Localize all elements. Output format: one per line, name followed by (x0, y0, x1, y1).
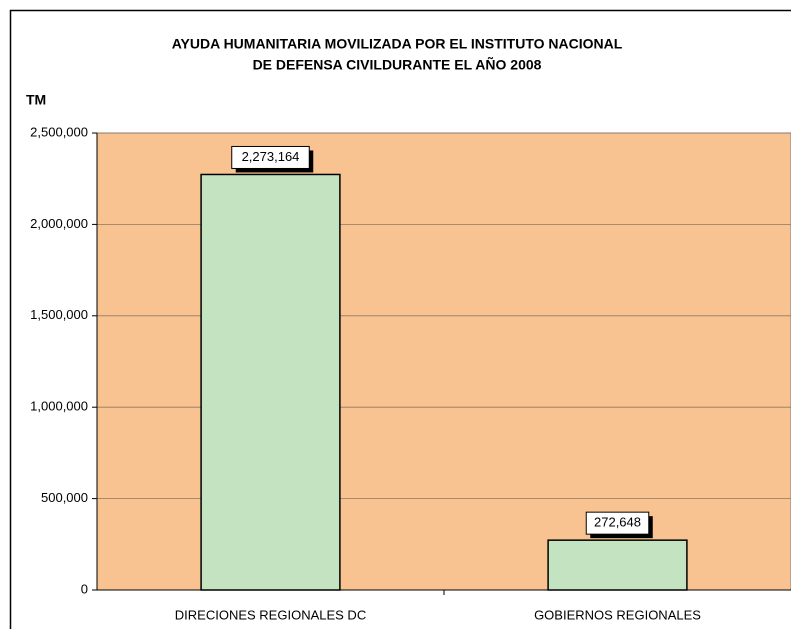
bar (547, 539, 688, 591)
x-tick-label: GOBIERNOS REGIONALES (534, 607, 701, 622)
x-tick-label: DIRECIONES REGIONALES DC (175, 607, 366, 622)
y-axis-label: TM (26, 92, 46, 108)
y-tick-label: 1,000,000 (30, 399, 88, 414)
data-label: 272,648 (594, 515, 641, 530)
y-tick-label: 500,000 (41, 490, 88, 505)
bar (200, 173, 341, 591)
chart-title: DE DEFENSA CIVILDURANTE EL AÑO 2008 (253, 56, 542, 73)
data-label-box (585, 511, 650, 535)
data-label: 2,273,164 (242, 149, 300, 164)
data-label-box (231, 145, 310, 169)
y-tick-label: 0 (81, 581, 88, 596)
y-tick-label: 2,000,000 (30, 216, 88, 231)
y-tick-label: 2,500,000 (30, 124, 88, 139)
chart-title: AYUDA HUMANITARIA MOVILIZADA POR EL INST… (172, 36, 623, 52)
y-tick-label: 1,500,000 (30, 307, 88, 322)
